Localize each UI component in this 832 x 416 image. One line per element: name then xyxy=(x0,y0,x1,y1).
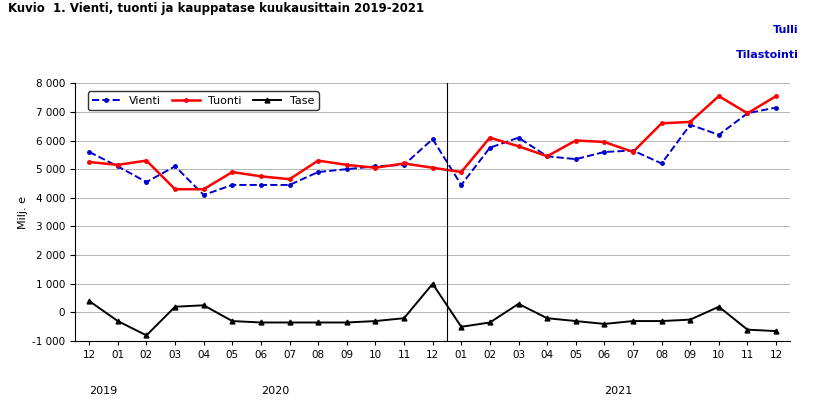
Text: 2020: 2020 xyxy=(261,386,290,396)
Y-axis label: Milj. e: Milj. e xyxy=(17,196,27,229)
Text: Kuvio  1. Vienti, tuonti ja kauppatase kuukausittain 2019-2021: Kuvio 1. Vienti, tuonti ja kauppatase ku… xyxy=(8,2,424,15)
Legend: Vienti, Tuonti, Tase: Vienti, Tuonti, Tase xyxy=(87,92,319,110)
Text: Tulli: Tulli xyxy=(773,25,799,35)
Text: Tilastointi: Tilastointi xyxy=(735,50,799,60)
Text: 2021: 2021 xyxy=(605,386,633,396)
Text: 2019: 2019 xyxy=(89,386,117,396)
